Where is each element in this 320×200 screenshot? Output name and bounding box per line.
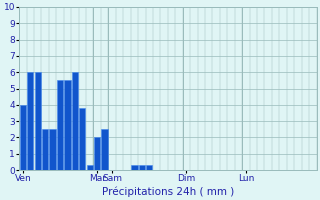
- Bar: [139, 165, 145, 170]
- Bar: [131, 165, 138, 170]
- Bar: [79, 108, 85, 170]
- Bar: [49, 129, 56, 170]
- Bar: [101, 129, 108, 170]
- Bar: [87, 165, 93, 170]
- X-axis label: Précipitations 24h ( mm ): Précipitations 24h ( mm ): [102, 186, 234, 197]
- Bar: [27, 72, 34, 170]
- Bar: [42, 129, 48, 170]
- Bar: [64, 80, 71, 170]
- Bar: [35, 72, 41, 170]
- Bar: [94, 137, 100, 170]
- Bar: [72, 72, 78, 170]
- Bar: [20, 105, 26, 170]
- Bar: [57, 80, 63, 170]
- Bar: [146, 165, 152, 170]
